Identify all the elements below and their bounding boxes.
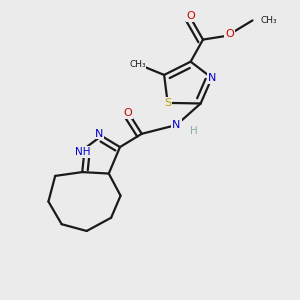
Text: O: O (123, 108, 132, 118)
Text: NH: NH (75, 147, 91, 157)
Text: O: O (187, 11, 196, 21)
Text: O: O (225, 29, 234, 39)
Text: H: H (190, 126, 197, 136)
Text: N: N (208, 73, 216, 83)
Text: CH₃: CH₃ (129, 60, 146, 69)
Text: N: N (172, 120, 181, 130)
Text: N: N (95, 128, 103, 139)
Text: CH₃: CH₃ (261, 16, 277, 25)
Text: S: S (164, 98, 171, 108)
